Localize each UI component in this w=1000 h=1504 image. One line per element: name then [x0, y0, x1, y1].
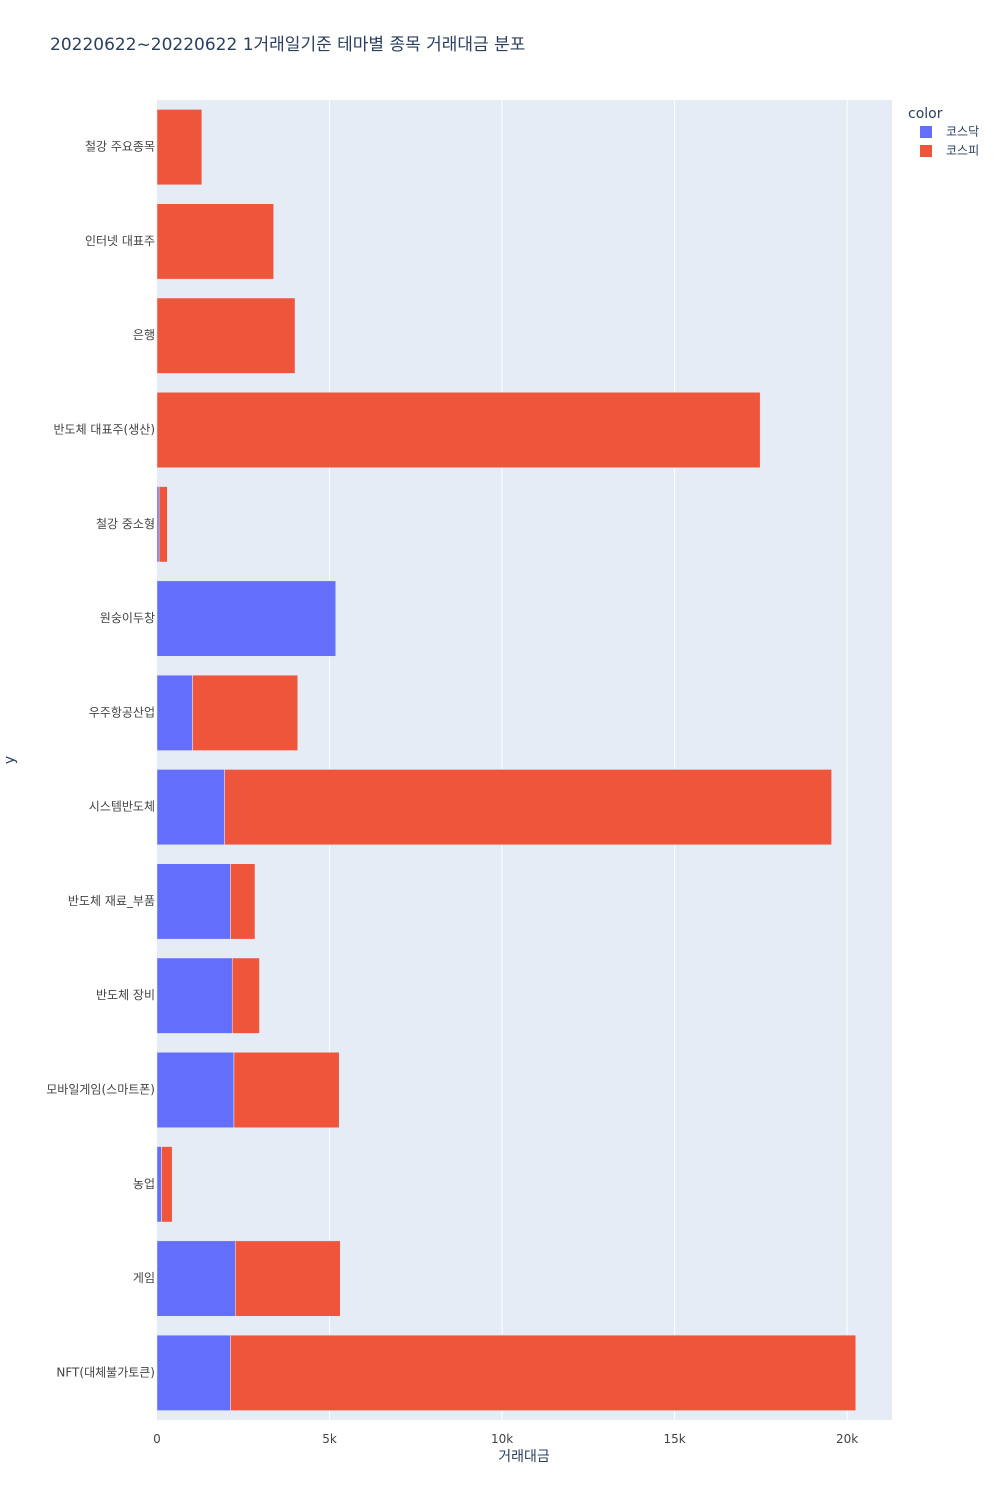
legend-label: 코스닥 [946, 125, 979, 139]
bar-코스닥 [156, 580, 336, 657]
legend-swatch [920, 145, 932, 157]
y-tick-label: 철강 중소형 [96, 517, 155, 531]
grid-lines [329, 100, 848, 1420]
bar-코스피 [231, 957, 260, 1034]
x-tick-label: 5k [322, 1432, 337, 1446]
y-tick-label: 농업 [133, 1177, 155, 1191]
bar-코스피 [230, 863, 256, 940]
y-tick-label: 인터넷 대표주 [85, 234, 155, 248]
bar-코스닥 [156, 957, 233, 1034]
bar-코스피 [230, 1334, 857, 1411]
bar-코스피 [233, 1052, 340, 1128]
x-tick-label: 10k [491, 1432, 513, 1446]
bar-코스피 [156, 392, 761, 468]
x-axis-label: 거래대금 [498, 1449, 550, 1465]
chart-title: 20220622~20220622 1거래일기준 테마별 종목 거래대금 분포 [50, 35, 525, 55]
y-tick-label: 게임 [133, 1271, 155, 1285]
y-tick-label: 반도체 대표주(생산) [54, 423, 156, 437]
bar-코스피 [161, 1146, 173, 1223]
y-tick-label: 원숭이두창 [100, 611, 155, 625]
x-tick-label: 15k [663, 1432, 685, 1446]
bar-코스피 [158, 486, 168, 563]
x-tick-labels: 0 5k 10k 15k 20k [153, 1432, 858, 1446]
bar-코스닥 [156, 1052, 235, 1128]
bar-코스닥 [156, 1240, 236, 1317]
bar-코스피 [235, 1240, 341, 1317]
x-tick-label: 0 [153, 1432, 161, 1446]
bar-코스닥 [156, 1334, 231, 1411]
bars [156, 109, 857, 1411]
legend-label: 코스피 [946, 144, 979, 158]
bar-코스닥 [156, 1146, 162, 1223]
y-tick-label: 반도체 재료_부품 [68, 894, 155, 908]
bar-코스피 [224, 769, 832, 846]
bar-코스피 [156, 109, 203, 186]
bar-코스피 [156, 297, 296, 374]
y-tick-label: 모바일게임(스마트폰) [46, 1083, 155, 1097]
x-tick-label: 20k [836, 1432, 858, 1446]
y-tick-label: 은행 [133, 327, 155, 342]
bar-코스닥 [156, 674, 193, 751]
legend-title: color [908, 106, 943, 122]
y-tick-label: 우주항공산업 [89, 705, 155, 719]
bar-코스피 [192, 674, 299, 751]
legend-swatch [920, 126, 932, 138]
y-tick-label: 철강 주요종목 [85, 140, 155, 154]
bar-코스닥 [156, 769, 225, 846]
bar-코스닥 [156, 863, 231, 940]
bar-코스피 [156, 203, 274, 280]
y-tick-label: NFT(대체불가토큰) [56, 1365, 155, 1379]
bar-코스닥 [156, 486, 160, 563]
y-tick-label: 반도체 장비 [96, 988, 155, 1002]
y-tick-label: 시스템반도체 [89, 800, 155, 814]
y-axis-label: y [2, 756, 18, 764]
